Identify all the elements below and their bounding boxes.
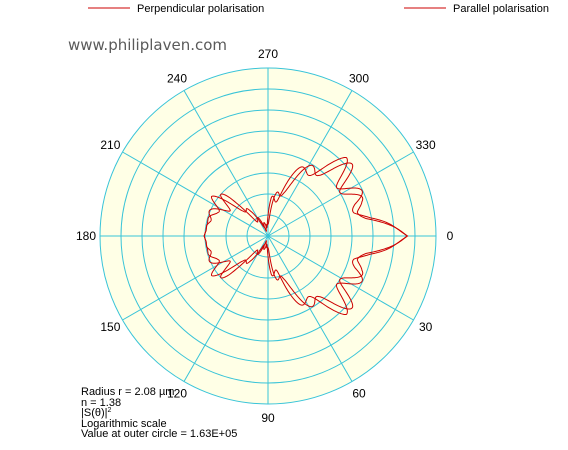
- info-refractive-index: n = 1.38: [81, 396, 122, 409]
- angle-label-300: 300: [349, 71, 369, 85]
- grid-spoke-120: [183, 235, 269, 382]
- series-line-parallel: [203, 162, 409, 310]
- grid-spoke-60: [267, 235, 353, 382]
- grid-spoke-210: [122, 151, 269, 237]
- info-block: Radius r = 2.08 µm n = 1.38 |S(θ)|2 Loga…: [81, 387, 281, 440]
- angle-label-120: 120: [167, 387, 187, 401]
- info-outer-value: Value at outer circle = 1.63E+05: [81, 428, 238, 440]
- grid-spoke-30: [267, 235, 414, 321]
- angle-label-180: 180: [76, 229, 96, 243]
- grid-spoke-300: [267, 90, 353, 237]
- info-quantity-base: |S(θ)|: [81, 407, 108, 419]
- angle-label-210: 210: [100, 138, 120, 152]
- legend-label-parallel: Parallel polarisation: [453, 3, 549, 15]
- angle-label-90: 90: [261, 411, 275, 425]
- legend-label-perpendicular: Perpendicular polarisation: [137, 3, 264, 15]
- angle-label-150: 150: [100, 320, 120, 334]
- angle-label-60: 60: [352, 387, 366, 401]
- angle-label-0: 0: [447, 229, 454, 243]
- grid-spoke-150: [122, 235, 269, 321]
- info-radius: Radius r = 2.08 µm: [81, 386, 175, 398]
- angle-label-240: 240: [167, 71, 187, 85]
- grid-spoke-240: [183, 90, 269, 237]
- info-scale: Logarithmic scale: [81, 417, 167, 430]
- legend: Perpendicular polarisation Parallel pola…: [88, 3, 549, 15]
- grid-spoke-330: [267, 151, 414, 237]
- angle-labels: 0 30 60 90 120 150 180 210 240 270 300 330: [76, 47, 454, 425]
- series-layer: [203, 157, 409, 315]
- angle-label-330: 330: [416, 138, 436, 152]
- angle-label-30: 30: [419, 320, 433, 334]
- grid-spokes: [100, 68, 436, 404]
- info-quantity-exponent: 2: [107, 407, 112, 414]
- watermark-text: www.philiplaven.com: [68, 36, 227, 54]
- info-quantity: |S(θ)|2: [81, 407, 281, 419]
- angle-label-270: 270: [258, 47, 278, 61]
